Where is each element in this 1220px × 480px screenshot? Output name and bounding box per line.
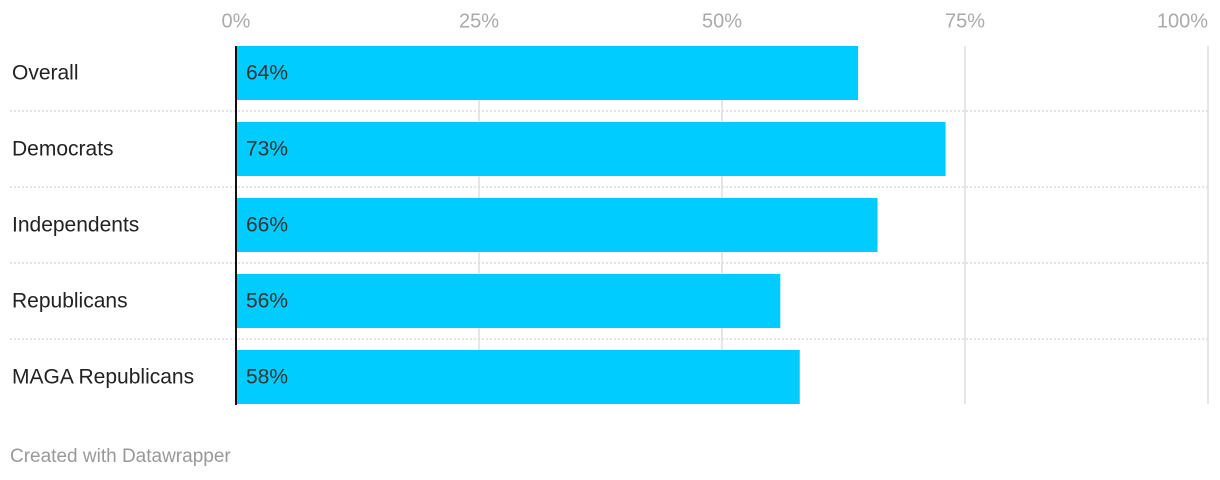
bar <box>236 198 878 252</box>
value-label: 58% <box>246 366 288 389</box>
bar <box>236 350 800 404</box>
category-label: Democrats <box>12 138 114 161</box>
category-label: Overall <box>12 62 79 85</box>
x-tick-label: 75% <box>945 10 985 32</box>
value-label: 56% <box>246 290 288 313</box>
x-tick-label: 0% <box>222 10 251 32</box>
credit: Created with Datawrapper <box>10 446 231 467</box>
x-tick-label: 25% <box>459 10 499 32</box>
x-tick-label: 100% <box>1157 10 1208 32</box>
bar <box>236 46 859 100</box>
category-label: Republicans <box>12 290 128 313</box>
category-label: Independents <box>12 214 139 237</box>
bar <box>236 274 781 328</box>
category-label: MAGA Republicans <box>12 366 194 389</box>
value-label: 73% <box>246 138 288 161</box>
x-tick-label: 50% <box>702 10 742 32</box>
value-label: 64% <box>246 62 288 85</box>
bar <box>236 122 946 176</box>
value-label: 66% <box>246 214 288 237</box>
